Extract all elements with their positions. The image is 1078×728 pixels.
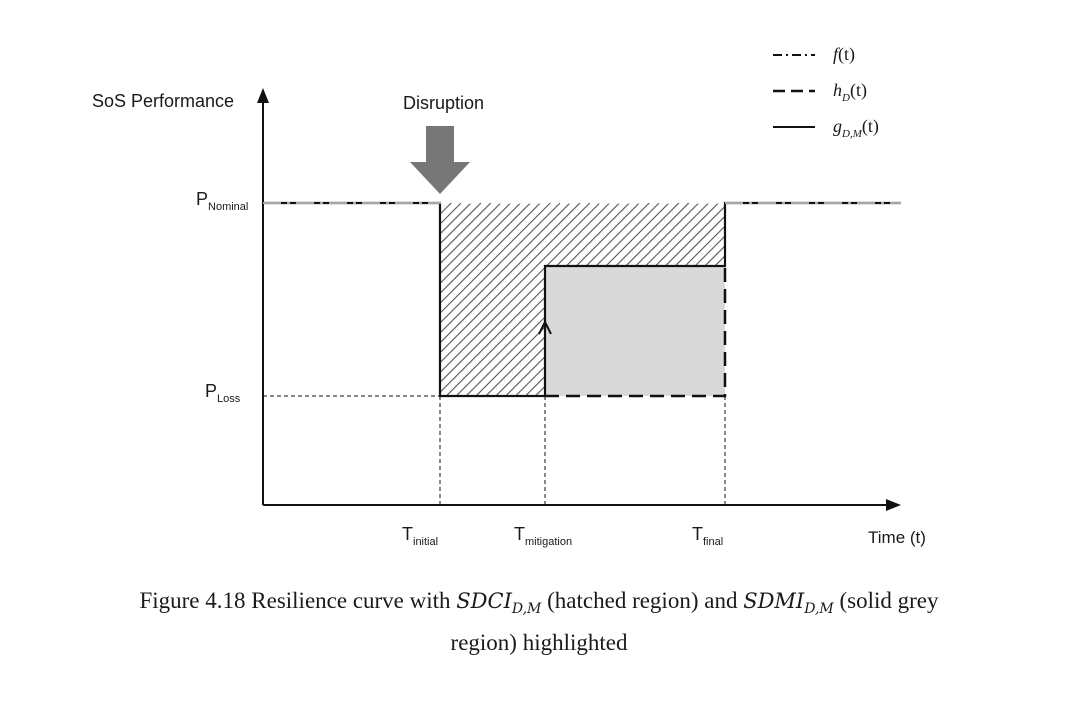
p-nominal-label: PNominal	[196, 189, 248, 213]
sdmi-grey-region	[545, 266, 725, 396]
caption-suffix: (solid grey	[833, 588, 939, 613]
legend-label-f: f(t)	[833, 44, 855, 65]
caption-prefix: Figure 4.18 Resilience curve with	[139, 588, 457, 613]
p-nominal-sub: Nominal	[208, 201, 248, 213]
mitigation-arrow	[538, 319, 552, 335]
t-mitigation-label: Tmitigation	[514, 524, 572, 548]
t-mitigation-sub: mitigation	[525, 536, 572, 548]
legend-label-g: gD,M(t)	[833, 116, 879, 140]
y-axis-label: SoS Performance	[92, 91, 234, 111]
legend-h-func: h	[833, 80, 842, 100]
legend-g-func: g	[833, 116, 842, 136]
caption-sdmi-text: SDMI	[743, 589, 805, 613]
g-dm-curve	[263, 201, 901, 398]
t-final-label: Tfinal	[692, 524, 723, 548]
t-final-base: T	[692, 524, 703, 544]
caption-math-sdmi: SDMID,M	[743, 589, 834, 617]
p-loss-sub: Loss	[217, 393, 241, 405]
legend-f-func: f	[833, 44, 841, 64]
figure-caption: Figure 4.18 Resilience curve with SDCID,…	[20, 584, 1058, 659]
legend-label-h: hD(t)	[833, 80, 867, 104]
t-initial-label: Tinitial	[402, 524, 438, 548]
legend-g-arg: (t)	[862, 116, 879, 137]
disruption-arrow	[410, 126, 470, 194]
t-final-sub: final	[703, 536, 723, 548]
legend-h-arg: (t)	[850, 80, 867, 101]
x-axis-label: Time (t)	[868, 528, 926, 547]
p-loss-label: PLoss	[205, 381, 241, 405]
p-loss-base: P	[205, 381, 217, 401]
legend-h-sub: D	[841, 92, 850, 104]
h-d-curve	[545, 266, 727, 398]
caption-math-sdci: SDCID,M	[456, 589, 541, 617]
y-axis-arrowhead	[257, 88, 269, 103]
legend-g-sub: D,M	[841, 128, 863, 140]
legend: f(t) hD(t) gD,M(t)	[773, 44, 879, 140]
caption-line2: region) highlighted	[450, 630, 628, 656]
caption-mid: (hatched region) and	[541, 588, 744, 613]
legend-f-arg: (t)	[838, 44, 855, 65]
t-initial-base: T	[402, 524, 413, 544]
disruption-label: Disruption	[403, 93, 484, 113]
p-nominal-base: P	[196, 189, 208, 209]
t-initial-sub: initial	[413, 536, 438, 548]
t-mitigation-base: T	[514, 524, 525, 544]
x-axis-arrowhead	[886, 499, 901, 511]
caption-sdci-sub: D,M	[511, 601, 542, 618]
caption-sdmi-sub: D,M	[804, 601, 834, 618]
caption-sdci-text: SDCI	[456, 589, 512, 613]
